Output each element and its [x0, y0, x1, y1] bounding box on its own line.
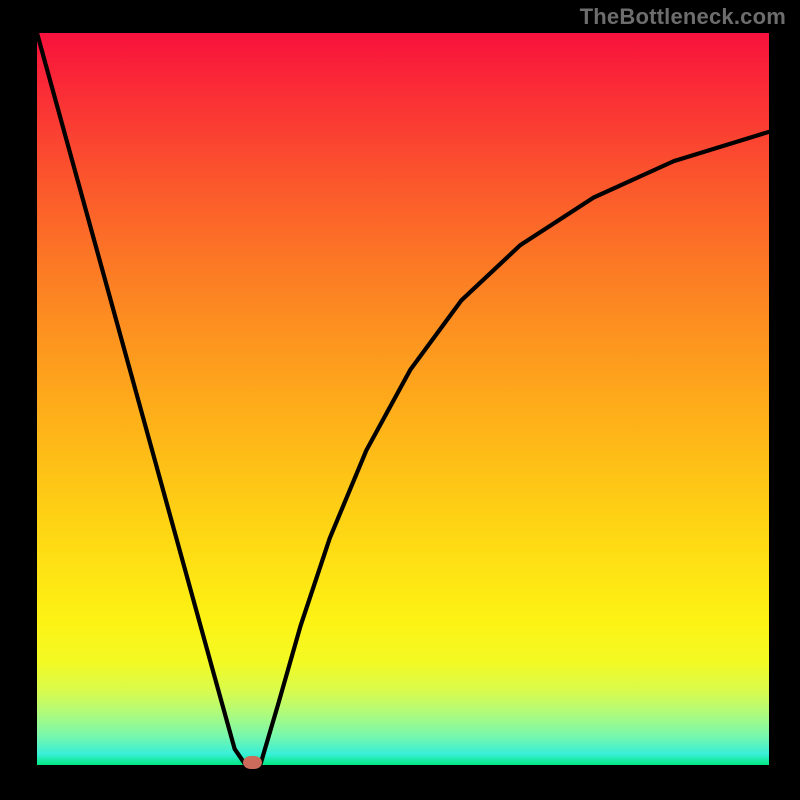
plot-area	[37, 33, 769, 765]
bottleneck-curve	[37, 33, 769, 765]
minimum-marker	[243, 756, 262, 769]
watermark-text: TheBottleneck.com	[580, 4, 786, 30]
chart-canvas: TheBottleneck.com	[0, 0, 800, 800]
